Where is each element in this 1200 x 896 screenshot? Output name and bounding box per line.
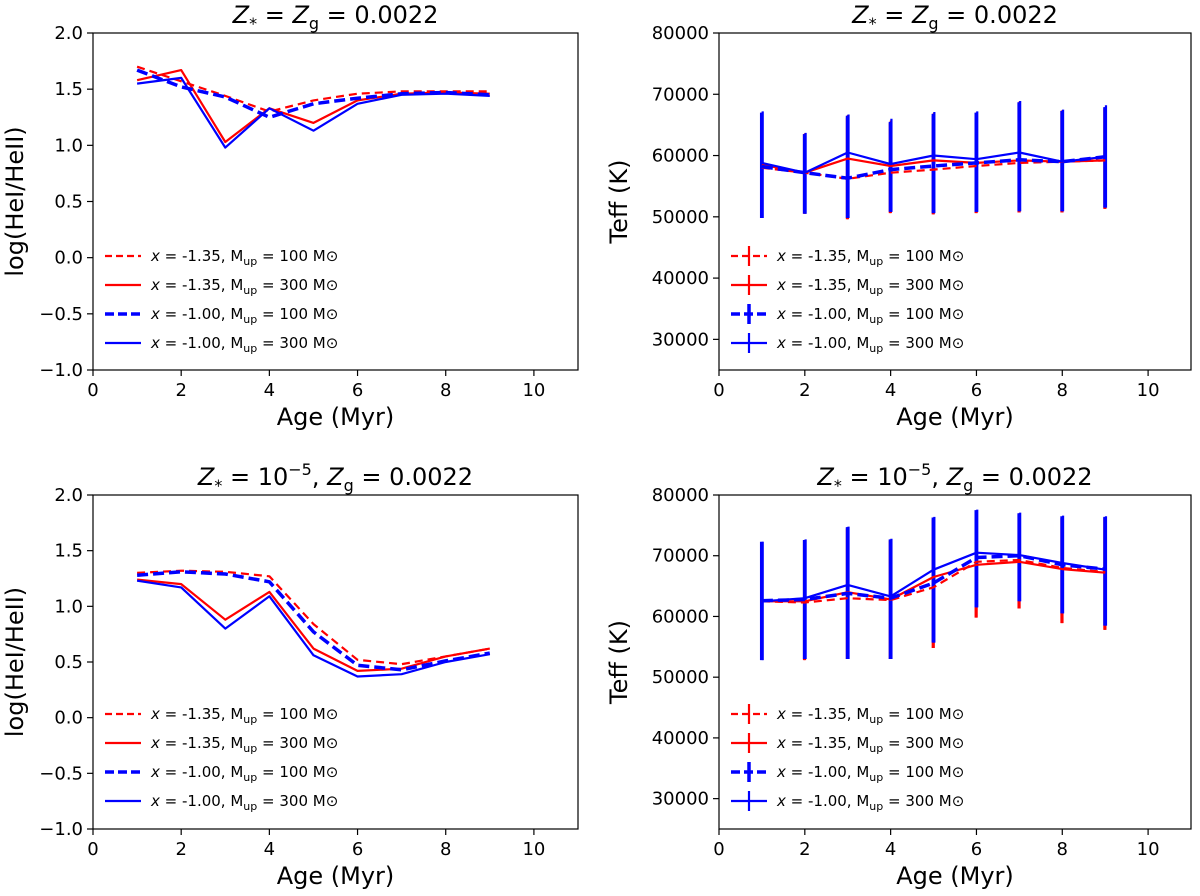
y-tick-label: 50000 — [652, 207, 709, 228]
axes-frame — [718, 32, 1192, 371]
x-tick-label: 6 — [352, 380, 363, 401]
x-tick-label: 2 — [175, 839, 186, 860]
y-tick-label: 2.0 — [54, 23, 83, 44]
y-tick-label: 0.0 — [54, 248, 83, 269]
y-tick-label: −1.0 — [39, 819, 83, 840]
y-tick-label: −0.5 — [39, 304, 83, 325]
x-tick-label: 6 — [971, 839, 982, 860]
panel-title: Z* = 10−5, Zg = 0.0022 — [197, 460, 473, 495]
x-axis-label: Age (Myr) — [896, 403, 1014, 431]
x-tick-label: 8 — [440, 839, 451, 860]
legend-label: x = -1.35, Mup = 100 M⊙ — [150, 247, 338, 268]
legend-label: x = -1.35, Mup = 100 M⊙ — [776, 705, 964, 726]
y-tick-label: 30000 — [652, 329, 709, 350]
legend-label: x = -1.35, Mup = 300 M⊙ — [776, 276, 964, 297]
panel-2: Z* = Zg = 0.0022 Age (Myr) Teff (K) 0 2 4 6 8 10… — [605, 1, 1192, 431]
x-axis-label: Age (Myr) — [277, 862, 395, 890]
y-tick-label: 40000 — [652, 268, 709, 289]
x-tick-label: 2 — [799, 380, 810, 401]
legend-label: x = -1.00, Mup = 100 M⊙ — [776, 305, 964, 326]
legend-label: x = -1.00, Mup = 300 M⊙ — [776, 334, 964, 355]
series-line-4 — [136, 579, 490, 678]
legend-label: x = -1.00, Mup = 300 M⊙ — [150, 334, 338, 355]
x-tick-label: 0 — [713, 380, 724, 401]
y-axis-label: Teff (K) — [605, 620, 633, 705]
y-tick-label: 0.5 — [54, 192, 83, 213]
y-tick-label: −0.5 — [39, 763, 83, 784]
x-tick-label: 0 — [87, 380, 98, 401]
y-tick-label: 30000 — [652, 789, 709, 810]
legend-label: x = -1.00, Mup = 300 M⊙ — [776, 792, 964, 813]
axes-frame — [92, 32, 579, 371]
y-tick-label: 1.0 — [54, 596, 83, 617]
y-tick-label: 2.0 — [54, 485, 83, 506]
y-tick-label: −1.0 — [39, 360, 83, 381]
panel-4: Z* = 10−5, Zg = 0.0022 Age (Myr) Teff (K) 0… — [605, 460, 1192, 890]
x-tick-label: 0 — [713, 839, 724, 860]
series-line-2 — [136, 578, 490, 673]
y-axis-label: log(HeI/HeII) — [1, 587, 29, 737]
series-line-3 — [136, 68, 490, 120]
x-tick-label: 8 — [1057, 839, 1068, 860]
series-line-4 — [761, 151, 1106, 174]
x-tick-label: 2 — [175, 380, 186, 401]
x-tick-label: 6 — [352, 839, 363, 860]
y-tick-label: 1.5 — [54, 541, 83, 562]
legend-label: x = -1.00, Mup = 100 M⊙ — [150, 305, 338, 326]
y-tick-label: 80000 — [652, 485, 709, 506]
x-tick-label: 10 — [522, 839, 545, 860]
y-tick-label: 1.5 — [54, 79, 83, 100]
x-tick-label: 2 — [799, 839, 810, 860]
x-tick-label: 4 — [885, 380, 896, 401]
axes-frame — [92, 494, 579, 830]
x-tick-label: 4 — [885, 839, 896, 860]
legend-label: x = -1.35, Mup = 100 M⊙ — [150, 705, 338, 726]
x-tick-label: 8 — [1057, 380, 1068, 401]
y-tick-label: 1.0 — [54, 135, 83, 156]
legend-label: x = -1.35, Mup = 300 M⊙ — [150, 276, 338, 297]
series-line-3 — [761, 155, 1106, 180]
y-tick-label: 0.5 — [54, 652, 83, 673]
y-tick-label: 0.0 — [54, 708, 83, 729]
legend-label: x = -1.35, Mup = 100 M⊙ — [776, 247, 964, 268]
x-tick-label: 6 — [971, 380, 982, 401]
series-line-3 — [761, 553, 1106, 603]
series-line-3 — [136, 570, 491, 672]
y-tick-label: 70000 — [652, 84, 709, 105]
x-tick-label: 10 — [1137, 839, 1160, 860]
x-tick-label: 0 — [87, 839, 98, 860]
x-axis-label: Age (Myr) — [896, 862, 1014, 890]
series-line-4 — [761, 551, 1106, 603]
y-tick-label: 60000 — [652, 606, 709, 627]
y-axis-label: Teff (K) — [605, 160, 633, 245]
x-tick-label: 4 — [264, 839, 275, 860]
panel-title: Z* = Zg = 0.0022 — [232, 1, 439, 33]
y-tick-label: 80000 — [652, 23, 709, 44]
legend-label: x = -1.00, Mup = 100 M⊙ — [150, 763, 338, 784]
y-tick-label: 70000 — [652, 546, 709, 567]
y-axis-label: log(HeI/HeII) — [1, 126, 29, 276]
legend-label: x = -1.00, Mup = 100 M⊙ — [776, 763, 964, 784]
y-tick-label: 50000 — [652, 667, 709, 688]
panel-1: Z* = Zg = 0.0022 Age (Myr) log(HeI/HeII) 0 2… — [1, 1, 579, 431]
y-tick-label: 60000 — [652, 146, 709, 167]
x-tick-label: 10 — [522, 380, 545, 401]
x-axis-label: Age (Myr) — [277, 403, 395, 431]
series-line-4 — [136, 76, 490, 149]
axes-frame — [718, 494, 1192, 830]
y-tick-label: 40000 — [652, 728, 709, 749]
legend-label: x = -1.35, Mup = 300 M⊙ — [776, 734, 964, 755]
x-tick-label: 10 — [1137, 380, 1160, 401]
legend-label: x = -1.35, Mup = 300 M⊙ — [150, 734, 338, 755]
x-tick-label: 4 — [264, 380, 275, 401]
x-tick-label: 8 — [440, 380, 451, 401]
series-line-1 — [137, 569, 490, 666]
series-line-1 — [761, 558, 1106, 604]
panel-title: Z* = Zg = 0.0022 — [851, 1, 1058, 33]
legend-label: x = -1.00, Mup = 300 M⊙ — [150, 792, 338, 813]
panel-3: Z* = 10−5, Zg = 0.0022 Age (Myr) log(HeI/H… — [1, 460, 579, 890]
panel-title: Z* = 10−5, Zg = 0.0022 — [816, 460, 1092, 495]
